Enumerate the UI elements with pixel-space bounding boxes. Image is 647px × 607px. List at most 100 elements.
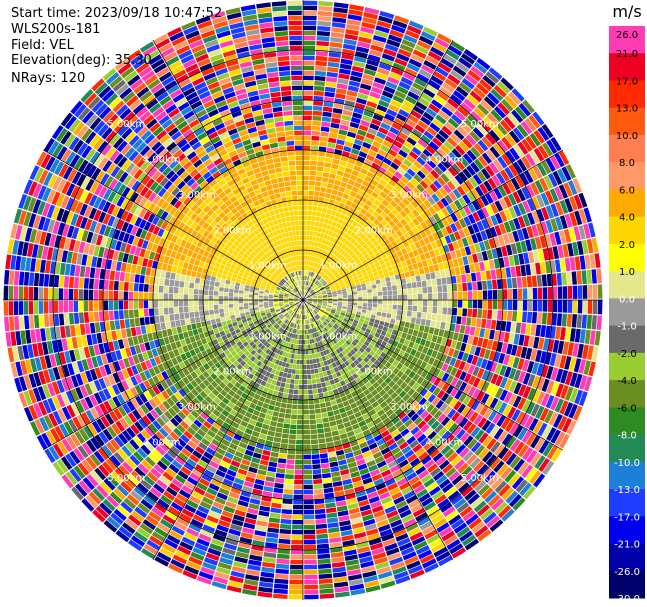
range-gate [454,379,463,390]
range-gate [303,240,306,246]
range-gate [339,224,345,231]
range-gate [445,49,460,61]
range-gate [371,284,377,289]
range-gate [363,229,370,237]
range-gate [409,322,415,330]
range-gate [289,384,295,389]
range-gate [564,257,571,272]
range-gate [343,260,350,266]
range-gate [497,289,503,300]
range-gate [360,360,367,367]
range-gate [347,256,353,263]
range-gate [370,145,380,153]
range-gate [503,116,516,130]
range-gate [413,430,424,439]
range-gate [337,340,343,347]
range-gate [368,334,374,340]
range-gate [332,107,343,114]
range-gate [380,58,394,67]
range-gate [420,221,428,230]
range-gate [331,163,339,170]
range-gate [416,156,426,166]
range-gate [444,78,458,90]
range-gate [537,422,548,437]
range-gate [303,265,305,271]
range-gate [288,363,293,369]
range-gate [296,439,303,445]
range-gate [532,250,540,263]
range-gate [345,340,351,346]
range-gate [503,208,513,221]
range-gate [416,312,422,319]
range-gate [541,364,549,378]
range-gate [381,373,389,381]
range-gate [275,568,289,575]
range-gate [329,284,335,288]
range-gate [268,425,276,432]
range-gate [385,183,394,191]
range-gate [506,180,516,193]
range-gate [332,184,340,191]
range-gate [377,149,388,157]
range-gate [442,292,448,300]
range-gate [353,338,360,344]
range-gate [515,345,523,358]
range-gate [408,114,420,124]
range-gate [511,109,524,123]
range-gate [322,292,327,295]
range-gate [273,437,282,443]
range-gate [409,457,421,467]
range-gate [355,281,361,286]
range-gate [477,155,489,167]
range-gate [318,568,332,574]
range-gate [452,283,458,292]
range-gate [502,354,511,366]
range-gate [178,332,185,340]
range-gate [531,224,539,237]
range-gate [315,518,327,525]
range-gate [485,216,494,228]
range-gate [533,336,540,349]
range-gate [318,311,323,316]
range-gate [344,239,350,246]
range-gate [373,323,379,329]
range-gate [303,105,313,111]
range-gate [309,276,312,282]
range-gate [361,326,367,332]
range-gate [314,287,319,292]
range-gate [316,291,321,294]
range-gate [359,184,368,192]
range-gate [299,359,303,365]
range-gate [466,191,476,202]
range-gate [353,138,364,146]
range-gate [306,303,310,307]
range-gate [458,207,467,218]
range-gate [362,306,368,310]
range-gate [420,318,426,326]
range-gate [329,267,335,272]
range-gate [303,245,306,251]
range-gate [465,134,477,146]
range-gate [303,359,307,365]
range-gate [414,196,423,206]
range-gate [414,241,421,249]
range-gate [587,284,593,299]
range-gate [322,386,328,393]
range-gate [318,222,324,228]
range-gate [303,424,310,430]
range-gate [432,137,443,148]
range-gate [303,290,305,296]
range-gate [351,262,357,268]
range-gate [492,126,504,139]
range-gate [310,150,318,156]
range-gate [313,310,317,315]
range-gate [327,303,333,306]
range-gate [362,377,369,385]
range-gate [428,141,440,151]
range-gate [480,230,488,241]
range-gate [345,254,351,260]
range-gate [508,130,521,144]
range-gate [428,356,435,366]
range-gate [376,183,385,191]
range-gate [420,134,431,145]
